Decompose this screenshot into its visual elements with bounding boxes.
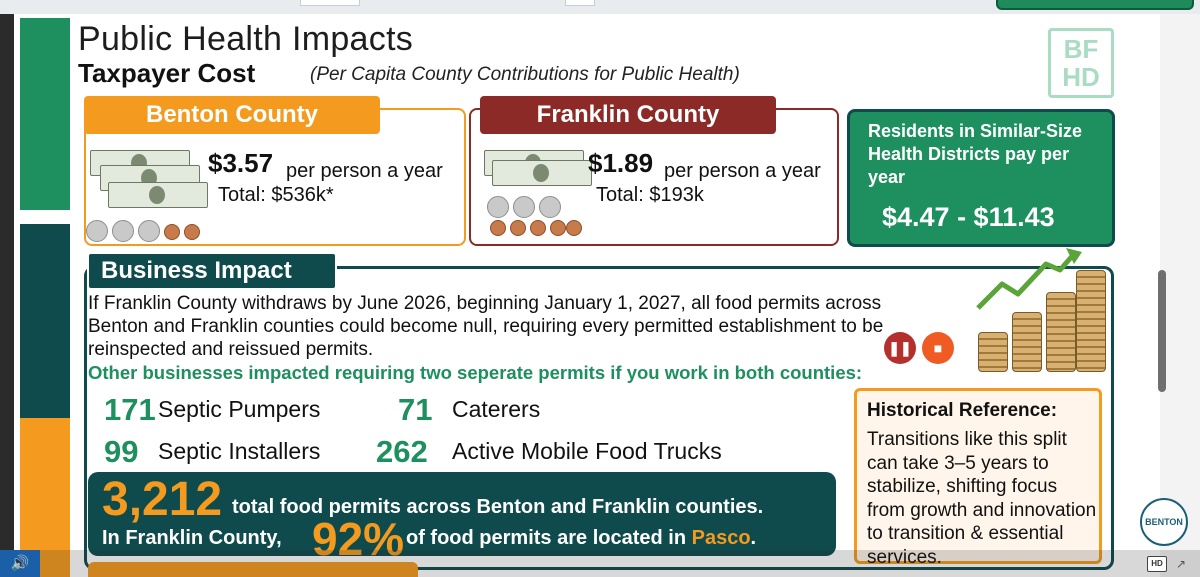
benton-price: $3.57: [208, 148, 274, 178]
coin-stack-icon: [1012, 312, 1042, 372]
benton-total: Total: $536k*: [218, 184, 334, 206]
permits-pasco: Pasco: [691, 527, 751, 549]
stat-septic-pumpers-number: 171: [104, 392, 156, 427]
viewer-tab-stub[interactable]: [300, 0, 360, 6]
stop-icon: ■: [933, 340, 943, 356]
next-section-tab: [88, 562, 418, 577]
speaker-button[interactable]: 🔊: [0, 550, 40, 577]
coin-stack-icon: [1076, 270, 1106, 372]
permits-line1: total food permits across Benton and Fra…: [232, 496, 764, 518]
business-impact-label: Business Impact: [87, 252, 337, 290]
growth-arrow-icon: [976, 248, 1082, 310]
bfhd-logo: BF HD: [1048, 28, 1114, 98]
residents-card: [847, 109, 1115, 247]
historical-reference-text: Transitions like this split can take 3–5…: [867, 429, 1097, 568]
coin-stack-icon: [978, 332, 1008, 372]
stat-septic-installers-label: Septic Installers: [158, 438, 321, 464]
scrollbar-thumb[interactable]: [1158, 270, 1166, 392]
business-impact-frame: [84, 266, 1114, 570]
stop-button[interactable]: ■: [922, 332, 954, 364]
pause-icon: ❚❚: [888, 340, 912, 356]
franklin-card-label: Franklin County: [480, 96, 776, 134]
speaker-icon: 🔊: [10, 555, 30, 572]
permits-line2b: of food permits are located in Pasco.: [406, 527, 756, 550]
historical-reference-box: [854, 388, 1102, 564]
stat-septic-pumpers-label: Septic Pumpers: [158, 396, 321, 422]
viewer-top-strip: [0, 0, 1200, 14]
viewer-bottom-bar: [0, 550, 1200, 577]
permits-banner: [88, 472, 836, 556]
residents-label: Residents in Similar-Size Health Distric…: [868, 121, 1083, 187]
historical-reference-title: Historical Reference:: [867, 400, 1058, 421]
permits-line2a: In Franklin County,: [102, 527, 282, 549]
permits-period: .: [750, 527, 757, 549]
franklin-per: per person a year: [664, 160, 821, 182]
hd-button[interactable]: HD: [1147, 556, 1167, 572]
left-stripe-green: [20, 18, 70, 210]
permits-line2b-text: of food permits are located in: [406, 527, 687, 549]
slide-title: Public Health Impacts: [78, 20, 414, 58]
stat-caterers-label: Caterers: [452, 396, 541, 422]
franklin-total: Total: $193k: [596, 184, 704, 206]
permits-total-number: 3,212: [102, 473, 223, 526]
stat-food-trucks-number: 262: [376, 434, 428, 469]
viewer-sidebar: [1160, 14, 1200, 577]
business-impact-text: If Franklin County withdraws by June 202…: [88, 293, 884, 360]
pause-button[interactable]: ❚❚: [884, 332, 916, 364]
franklin-price: $1.89: [588, 148, 654, 178]
benton-per: per person a year: [286, 160, 443, 182]
slide-subtitle-note: (Per Capita County Contributions for Pub…: [310, 64, 740, 85]
benton-card-label: Benton County: [84, 96, 380, 134]
stat-food-trucks-label: Active Mobile Food Trucks: [452, 438, 722, 464]
stat-septic-installers-number: 99: [104, 434, 139, 469]
viewer-tab-stub[interactable]: [565, 0, 595, 6]
administration-button[interactable]: [996, 0, 1194, 10]
stat-caterers-number: 71: [398, 392, 433, 427]
benton-county-seal: BENTON: [1140, 498, 1188, 546]
hd-icon: HD: [1151, 559, 1163, 568]
residents-range: $4.47 - $11.43: [882, 202, 1055, 232]
coin-stack-icon: [1046, 292, 1076, 372]
slide-subtitle: Taxpayer Cost: [78, 58, 256, 88]
left-stripe-teal: [20, 224, 70, 418]
expand-icon[interactable]: ↗: [1176, 557, 1187, 571]
permits-percent: 92%: [312, 513, 405, 565]
business-impact-other: Other businesses impacted requiring two …: [88, 362, 863, 383]
